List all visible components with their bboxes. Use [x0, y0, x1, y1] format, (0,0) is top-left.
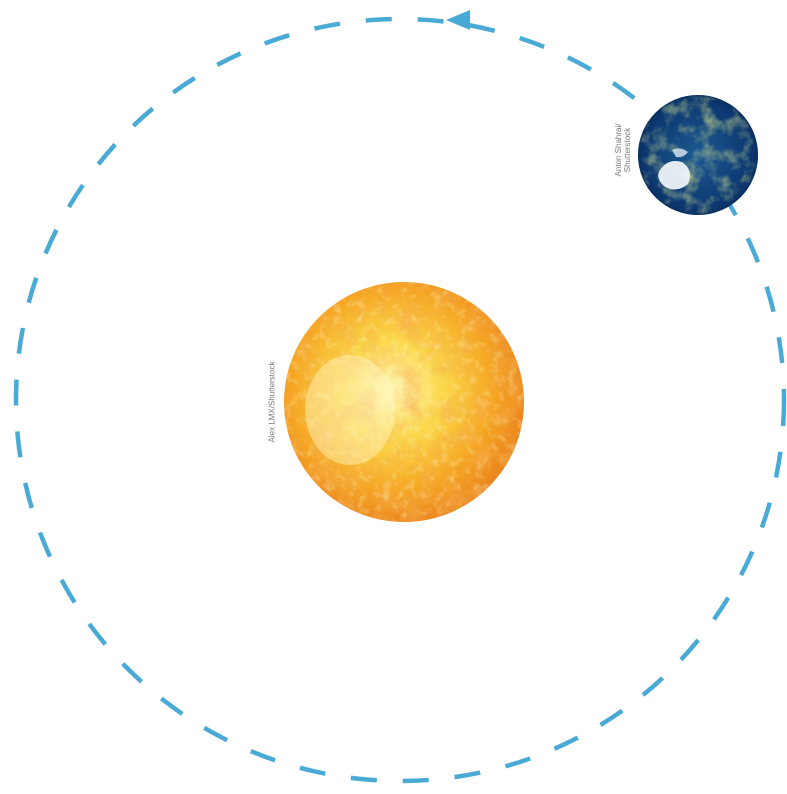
sun-icon	[284, 282, 524, 522]
earth-photo-credit: Anton Shahrai/ Shutterstock	[614, 124, 632, 177]
orbit-direction-arrow-icon	[446, 10, 470, 30]
earth-photo-credit-line1: Anton Shahrai/	[614, 123, 623, 177]
orbit-path	[13, 16, 787, 784]
earth-photo-credit-line2: Shutterstock	[623, 127, 632, 173]
earth-icon	[638, 95, 758, 215]
sun-photo-credit: Alex LMX/Shutterstock	[267, 361, 277, 443]
